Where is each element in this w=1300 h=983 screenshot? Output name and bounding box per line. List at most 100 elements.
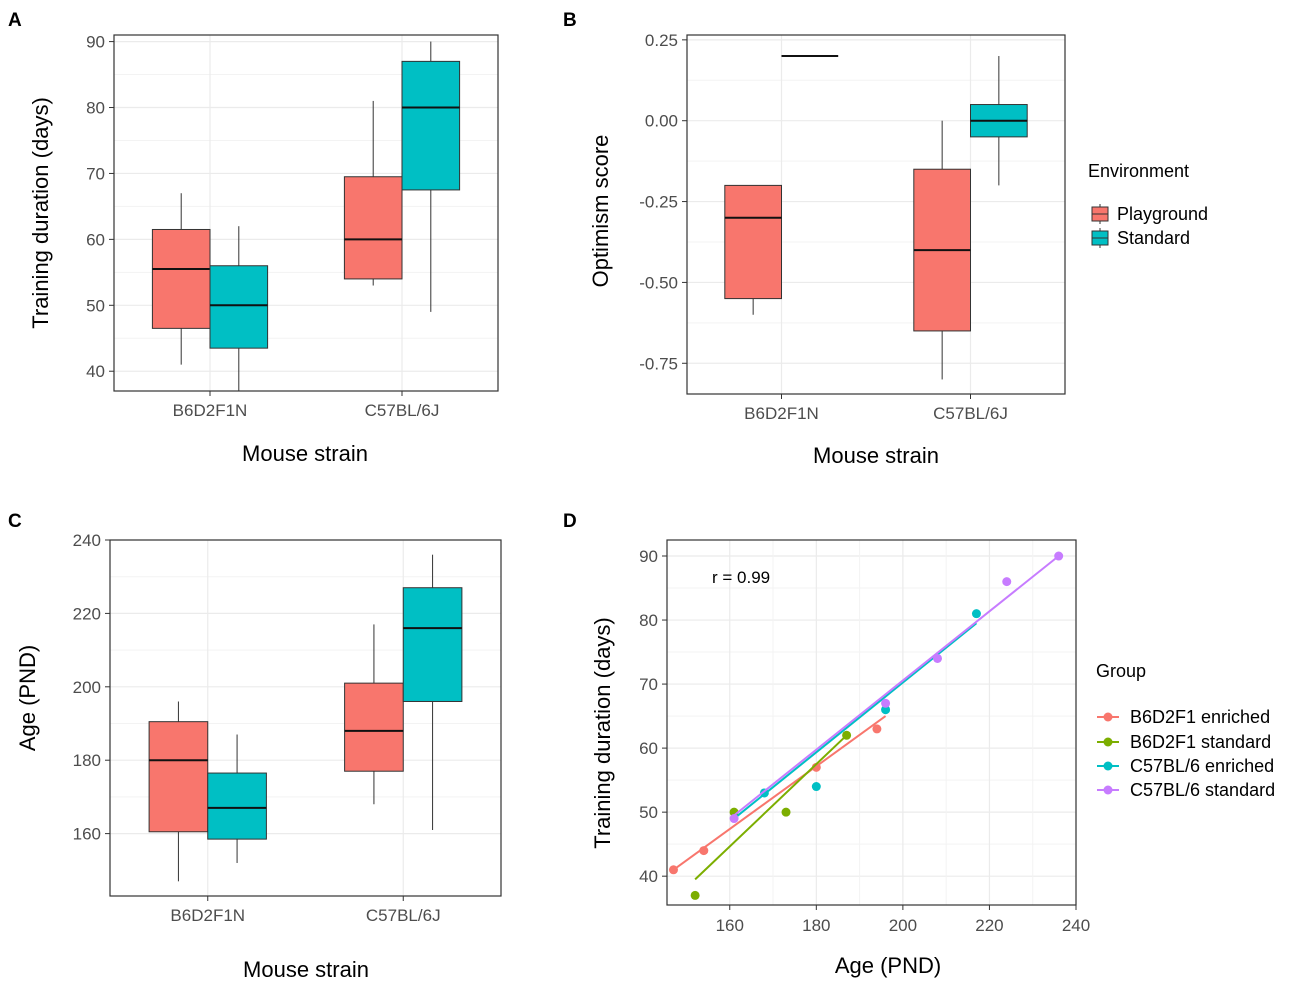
x-axis-title: Mouse strain <box>243 957 369 982</box>
plot-frame <box>666 539 1077 906</box>
legend-label-c57-enriched: C57BL/6 enriched <box>1130 756 1274 776</box>
series-c57bl-6-standard <box>729 551 1064 824</box>
legend-label-c57-standard: C57BL/6 standard <box>1130 780 1275 800</box>
box-playground-c57bl-6j <box>913 120 971 380</box>
y-tick-label: 50 <box>86 296 105 315</box>
y-axis-title: Age (PND) <box>15 645 40 751</box>
plot-area <box>667 540 1076 905</box>
y-tick-label: 0.00 <box>645 112 678 131</box>
legend-label-playground: Playground <box>1117 204 1208 224</box>
legend-item-b6-standard: B6D2F1 standard <box>1097 732 1271 752</box>
data-point <box>668 865 678 875</box>
legend-dot-c57-enriched <box>1103 761 1113 771</box>
legend-dot-b6-enriched <box>1103 712 1113 722</box>
panel-label-b: B <box>563 10 577 31</box>
x-tick-label: 240 <box>1062 916 1090 935</box>
box-body <box>209 265 269 349</box>
data-point <box>729 814 739 824</box>
panel-a-boxplot: 40 50 60 70 80 90 B6D2F1N C57BL/6J Mouse strain T… <box>28 33 499 466</box>
box-standard-c57bl-6j <box>401 41 461 312</box>
plot-frame <box>109 539 502 897</box>
panel-label-c: C <box>8 511 22 532</box>
legend-dot-c57-standard <box>1103 785 1113 795</box>
box-body <box>343 176 403 280</box>
data-point <box>1002 577 1012 587</box>
box-body <box>151 228 211 329</box>
y-tick-label: 180 <box>73 751 101 770</box>
data-point <box>881 705 891 715</box>
y-tick-label: 160 <box>73 825 101 844</box>
legend-item-playground: Playground <box>1091 204 1208 224</box>
y-tick-label: -0.25 <box>639 193 678 212</box>
box-body <box>207 772 267 840</box>
box-playground-c57bl-6j <box>343 100 403 286</box>
y-tick-label: -0.50 <box>639 273 678 292</box>
plot-frame <box>686 34 1066 395</box>
box-playground-c57bl-6j <box>344 624 404 805</box>
box-playground-b6d2f1n <box>724 184 782 315</box>
x-tick-label: 220 <box>975 916 1003 935</box>
y-tick-label: 50 <box>639 803 658 822</box>
legend-environment: Environment Playground Standard <box>1088 161 1208 248</box>
y-tick-label: 90 <box>639 547 658 566</box>
y-tick-label: 60 <box>639 739 658 758</box>
fit-line <box>733 555 1060 817</box>
x-tick-label: B6D2F1N <box>744 404 819 423</box>
box-body <box>148 721 209 833</box>
legend-item-b6-enriched: B6D2F1 enriched <box>1097 707 1270 727</box>
y-tick-label: 70 <box>86 164 105 183</box>
correlation-annotation: r = 0.99 <box>712 568 770 587</box>
y-tick-label: 90 <box>86 33 105 52</box>
x-tick-label: 160 <box>716 916 744 935</box>
box-standard-c57bl-6j <box>402 554 463 830</box>
series-b6d2f1-enriched <box>668 715 887 875</box>
data-point <box>881 698 891 708</box>
y-tick-label: 40 <box>639 867 658 886</box>
x-axis-title: Mouse strain <box>813 443 939 468</box>
panel-b-boxplot: 0.25 0.00 -0.25 -0.50 -0.75 B6D2F1N C57BL/6J Mo… <box>588 31 1066 468</box>
data-point <box>971 609 981 619</box>
box-standard-b6d2f1n <box>209 226 269 391</box>
fit-line <box>694 734 848 881</box>
box-playground-b6d2f1n <box>148 701 209 882</box>
legend-environment-title: Environment <box>1088 161 1189 181</box>
data-point <box>811 782 821 792</box>
y-tick-label: 70 <box>639 675 658 694</box>
data-point <box>759 788 769 798</box>
panel-label-a: A <box>8 10 22 31</box>
legend-label-b6-enriched: B6D2F1 enriched <box>1130 707 1270 727</box>
y-tick-label: 80 <box>639 611 658 630</box>
data-point <box>872 724 882 734</box>
data-point <box>699 846 709 856</box>
y-tick-label: 60 <box>86 230 105 249</box>
y-axis-title: Training duration (days) <box>28 97 53 329</box>
y-tick-label: -0.75 <box>639 354 678 373</box>
x-tick-label: B6D2F1N <box>173 401 248 420</box>
y-axis-title: Optimism score <box>588 135 613 288</box>
legend-label-standard: Standard <box>1117 228 1190 248</box>
fit-line <box>672 715 887 871</box>
y-tick-label: 80 <box>86 99 105 118</box>
x-axis-title: Mouse strain <box>242 441 368 466</box>
y-tick-label: 200 <box>73 678 101 697</box>
x-tick-label: C57BL/6J <box>933 404 1008 423</box>
legend-dot-b6-standard <box>1103 737 1113 747</box>
data-point <box>933 653 943 663</box>
data-point <box>842 730 852 740</box>
x-tick-label: C57BL/6J <box>365 401 440 420</box>
plot-frame <box>113 34 499 392</box>
legend-label-b6-standard: B6D2F1 standard <box>1130 732 1271 752</box>
data-point <box>1054 551 1064 561</box>
data-point <box>781 807 791 817</box>
x-tick-label: 200 <box>889 916 917 935</box>
panel-c-boxplot: 160 180 200 220 240 B6D2F1N C57BL/6J Mouse stra… <box>15 531 502 982</box>
panel-d-scatter: 40 50 60 70 80 90 160 180 200 220 240 r = 0.99 Age (… <box>590 539 1090 978</box>
y-tick-label: 240 <box>73 531 101 550</box>
legend-item-c57-standard: C57BL/6 standard <box>1097 780 1275 800</box>
box-body <box>401 60 461 191</box>
panel-label-d: D <box>563 511 577 532</box>
y-axis-title: Training duration (days) <box>590 617 615 849</box>
x-tick-label: C57BL/6J <box>366 906 441 925</box>
legend-item-c57-enriched: C57BL/6 enriched <box>1097 756 1274 776</box>
legend-group-title: Group <box>1096 661 1146 681</box>
